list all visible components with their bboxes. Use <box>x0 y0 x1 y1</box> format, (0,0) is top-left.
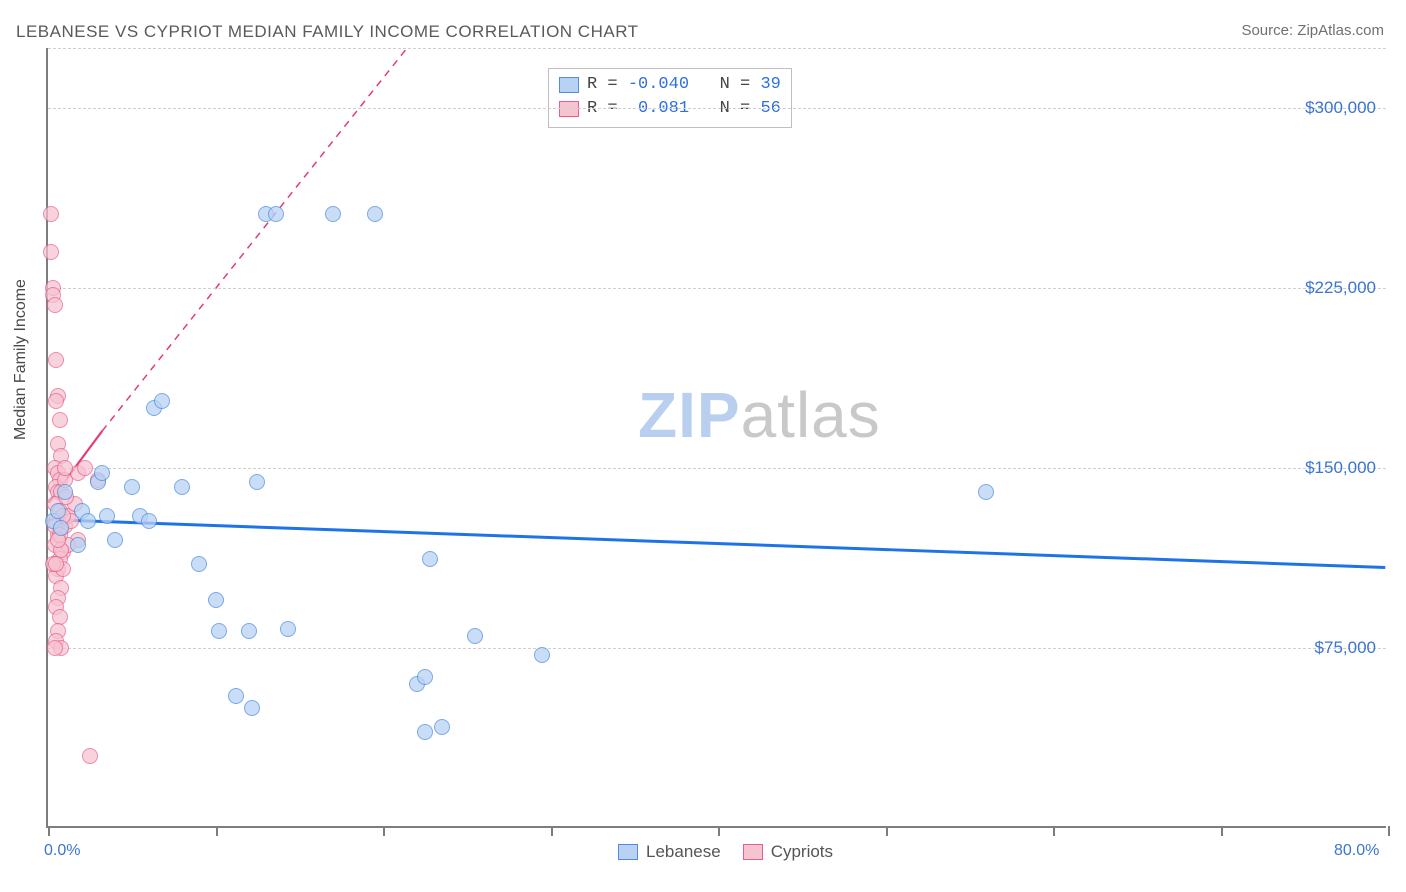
watermark-atlas: atlas <box>741 379 881 451</box>
data-point <box>53 520 69 536</box>
data-point <box>47 640 63 656</box>
data-point <box>57 484 73 500</box>
data-point <box>47 297 63 313</box>
data-point <box>280 621 296 637</box>
data-point <box>978 484 994 500</box>
data-point <box>141 513 157 529</box>
legend-label: Lebanese <box>646 842 721 862</box>
legend-item: Cypriots <box>743 842 833 862</box>
data-point <box>94 465 110 481</box>
data-point <box>82 748 98 764</box>
legend-label: Cypriots <box>771 842 833 862</box>
data-point <box>367 206 383 222</box>
chart-container: LEBANESE VS CYPRIOT MEDIAN FAMILY INCOME… <box>0 0 1406 892</box>
source-attribution: Source: ZipAtlas.com <box>1241 22 1384 39</box>
plot-area: ZIPatlas R = -0.040 N = 39R = 0.081 N = … <box>46 48 1386 828</box>
watermark-zip: ZIP <box>638 379 741 451</box>
data-point <box>244 700 260 716</box>
data-point <box>422 551 438 567</box>
data-point <box>124 479 140 495</box>
chart-title: LEBANESE VS CYPRIOT MEDIAN FAMILY INCOME… <box>16 22 639 42</box>
y-tick-label: $75,000 <box>1315 638 1376 658</box>
y-tick-label: $225,000 <box>1305 278 1376 298</box>
stats-row: R = -0.040 N = 39 <box>559 73 781 97</box>
data-point <box>99 508 115 524</box>
series-legend: Lebanese Cypriots <box>618 842 833 862</box>
stats-text: R = -0.040 N = 39 <box>587 73 781 97</box>
data-point <box>325 206 341 222</box>
data-point <box>50 503 66 519</box>
legend-swatch <box>559 77 579 93</box>
data-point <box>467 628 483 644</box>
data-point <box>70 537 86 553</box>
data-point <box>107 532 123 548</box>
data-point <box>208 592 224 608</box>
data-point <box>211 623 227 639</box>
data-point <box>534 647 550 663</box>
data-point <box>43 244 59 260</box>
data-point <box>268 206 284 222</box>
x-axis-max-label: 80.0% <box>1334 842 1379 860</box>
data-point <box>48 393 64 409</box>
data-point <box>249 474 265 490</box>
data-point <box>77 460 93 476</box>
data-point <box>241 623 257 639</box>
data-point <box>43 206 59 222</box>
data-point <box>80 513 96 529</box>
legend-swatch <box>618 844 638 860</box>
legend-item: Lebanese <box>618 842 721 862</box>
data-point <box>434 719 450 735</box>
data-point <box>417 724 433 740</box>
y-axis-title: Median Family Income <box>12 279 30 440</box>
data-point <box>228 688 244 704</box>
data-point <box>174 479 190 495</box>
y-tick-label: $150,000 <box>1305 458 1376 478</box>
x-axis-min-label: 0.0% <box>44 842 80 860</box>
watermark: ZIPatlas <box>638 378 881 452</box>
stats-row: R = 0.081 N = 56 <box>559 97 781 121</box>
legend-swatch <box>559 101 579 117</box>
stats-text: R = 0.081 N = 56 <box>587 97 781 121</box>
data-point <box>52 412 68 428</box>
data-point <box>57 460 73 476</box>
data-point <box>191 556 207 572</box>
legend-swatch <box>743 844 763 860</box>
data-point <box>48 556 64 572</box>
data-point <box>154 393 170 409</box>
correlation-stats-box: R = -0.040 N = 39R = 0.081 N = 56 <box>548 68 792 128</box>
data-point <box>48 352 64 368</box>
data-point <box>417 669 433 685</box>
y-tick-label: $300,000 <box>1305 98 1376 118</box>
